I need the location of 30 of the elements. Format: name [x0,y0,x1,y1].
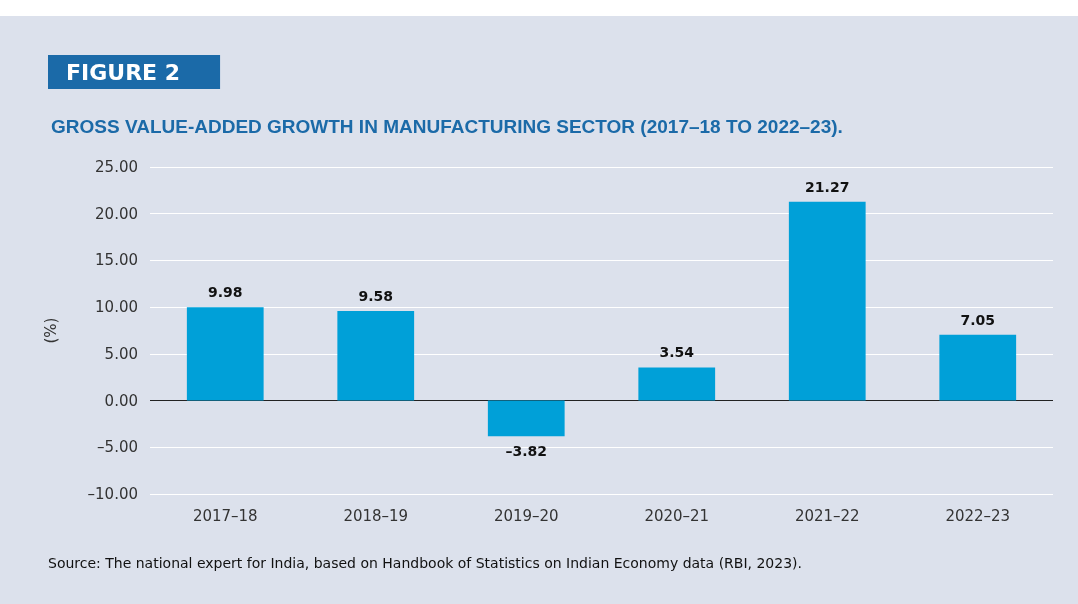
bar [487,400,565,437]
chart-subtitle: FIGURE 2 [66,59,181,85]
y-tick-label: 15.00 [95,251,138,270]
data-label: 3.54 [659,344,695,361]
y-tick-label: 5.00 [104,344,138,363]
x-tick-label: 2018–19 [343,506,409,525]
x-tick-label: 2017–18 [192,506,258,525]
y-axis-title: (%) [41,317,60,344]
x-tick-label: 2020–21 [644,506,710,525]
x-tick-label: 2019–20 [493,506,559,525]
chart-title: GROSS VALUE-ADDED GROWTH IN MANUFACTURING SECTOR (2017–18 TO 2022–23). [51,116,843,137]
bar [939,334,1017,401]
bar [337,311,415,401]
y-tick-label: 0.00 [104,391,138,410]
y-tick-label: 10.00 [95,298,138,317]
y-tick-label: 20.00 [95,204,138,223]
x-tick-label: 2022–23 [945,506,1011,525]
y-tick-label: 25.00 [95,158,138,176]
bar [638,367,716,401]
data-label: 9.98 [207,284,243,301]
source-note: Source: The national expert for India, based on Handbook of Statistics on Indian Economy data (RBI, 2023). [48,555,803,571]
y-tick-label: –5.00 [97,438,138,457]
data-label: 7.05 [960,311,996,328]
data-label: –3.82 [505,443,548,460]
x-tick-label: 2021–22 [794,506,860,525]
data-label: 9.58 [358,288,394,305]
data-label: 21.27 [805,178,850,195]
bar [788,201,866,401]
bar [186,307,264,401]
y-tick-label: –10.00 [87,485,138,503]
